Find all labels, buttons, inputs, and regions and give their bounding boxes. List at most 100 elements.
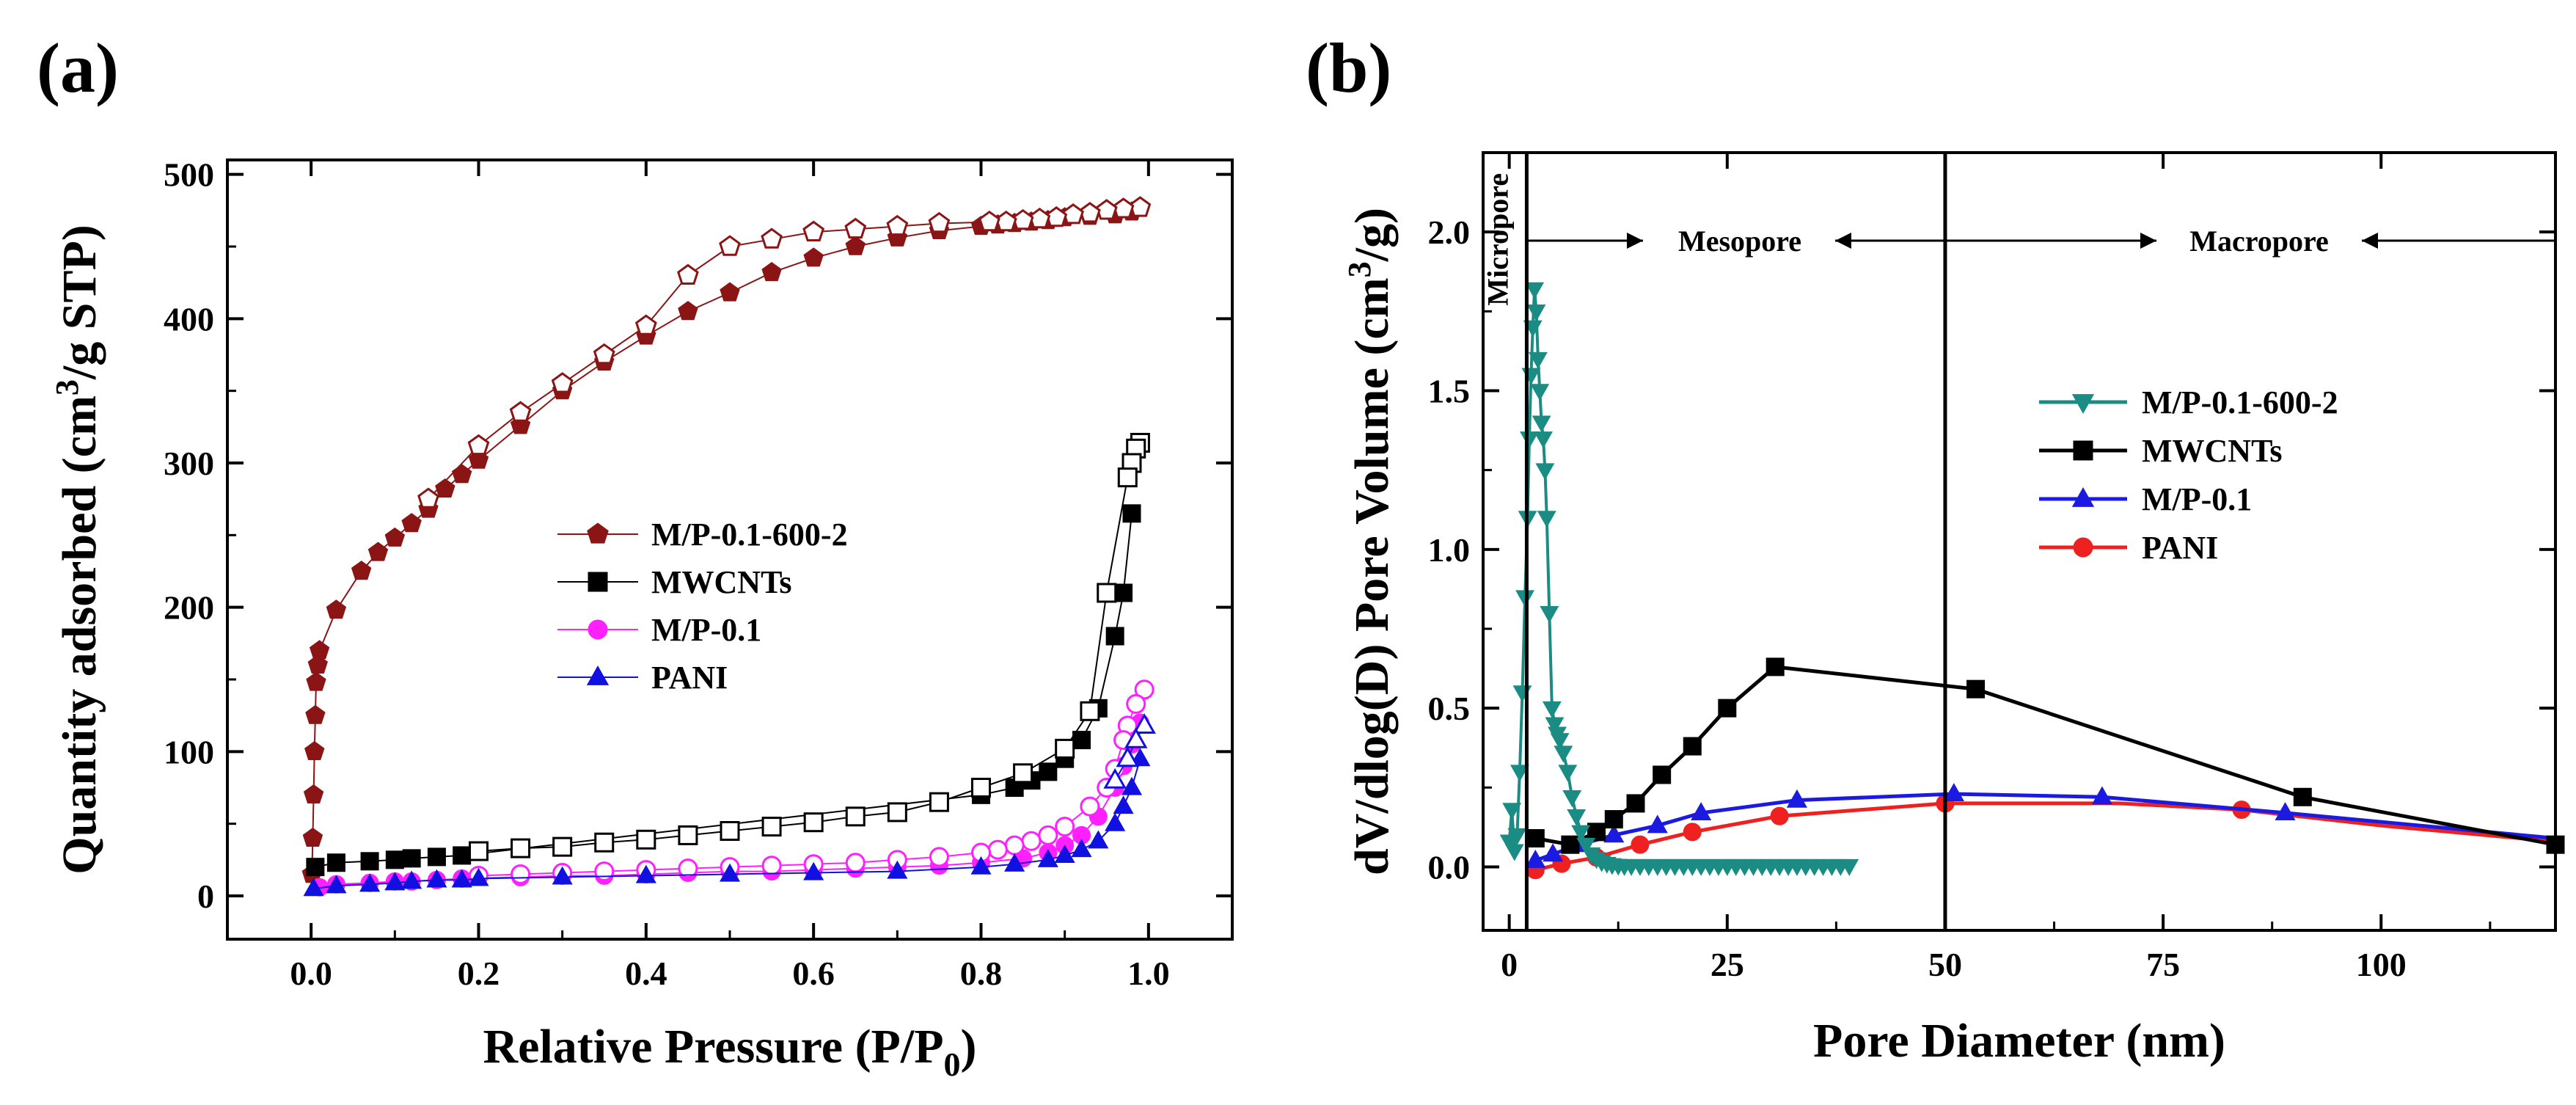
a-desorption-point-1 [1055, 738, 1075, 759]
a-desorption-point-0 [1112, 197, 1135, 219]
a-desorption-point-0 [719, 235, 741, 256]
a-adsorption-point-3 [359, 873, 381, 892]
b-point-1 [1626, 794, 1645, 813]
b-point-0 [1528, 351, 1548, 369]
a-desorption-point-0 [1062, 203, 1084, 225]
b-point-0 [1526, 304, 1546, 321]
a-desorption-point-1 [594, 832, 615, 853]
a-adsorption-point-3 [552, 866, 573, 885]
a-desorption-point-2 [1038, 825, 1058, 845]
b-point-0 [1554, 745, 1573, 763]
b-legend-label: M/P-0.1 [2142, 481, 2252, 517]
b-point-0 [1571, 825, 1591, 842]
a-adsorption-point-3 [401, 870, 422, 889]
b-point-0 [1510, 765, 1529, 782]
a-desorption-point-0 [634, 314, 657, 335]
a-desorption-point-1 [636, 829, 656, 850]
a-ytick-label: 300 [164, 445, 214, 482]
panel-b-annotations: Mesopore Macropore Micropore [1481, 153, 2555, 930]
b-ytick-label: 1.0 [1428, 531, 1471, 569]
a-desorption-point-1 [1097, 583, 1117, 603]
b-legend-marker [2071, 394, 2095, 414]
b-point-0 [1502, 803, 1522, 820]
b-meso-arrow-right-head [1627, 233, 1643, 249]
a-adsorption-point-3 [303, 878, 324, 897]
a-desorption-point-0 [844, 217, 867, 239]
b-region-macro: Macropore [2189, 225, 2329, 258]
a-adsorption-point-1 [427, 847, 446, 867]
a-xtick-label: 1.0 [1127, 955, 1170, 992]
a-desorption-point-0 [761, 227, 783, 249]
b-xtick-label: 75 [2146, 946, 2180, 983]
a-adsorption-point-3 [326, 875, 347, 894]
a-desorption-point-2 [678, 858, 698, 879]
b-point-0 [1534, 431, 1553, 449]
a-desorption-point-2 [1134, 679, 1155, 700]
a-xtick-label: 0.6 [792, 955, 835, 992]
a-desorption-point-3 [1124, 727, 1148, 748]
b-point-2 [1543, 843, 1564, 862]
a-legend-label: MWCNTs [651, 564, 792, 600]
a-desorption-point-2 [511, 864, 531, 884]
b-point-0 [1504, 844, 1524, 861]
b-point-3 [1683, 823, 1702, 842]
a-desorption-point-1 [552, 836, 573, 857]
panel-a-chart: 0.0 0.2 0.4 0.6 0.8 1.0 0 100 200 300 400 500 Relat… [49, 156, 1234, 1083]
a-desorption-point-2 [1055, 817, 1075, 837]
a-adsorption-point-0 [384, 527, 406, 547]
panel-b-label: (b) [1306, 29, 1391, 107]
b-ytick-label: 0.0 [1428, 848, 1471, 886]
panel-a-ylabel: Quantity adsorbed (cm3/g STP) [49, 225, 106, 875]
a-adsorption-point-3 [719, 863, 741, 882]
a-desorption-point-1 [845, 806, 866, 827]
panel-a-label: (a) [37, 29, 119, 107]
b-legend-marker [2071, 487, 2095, 507]
a-adsorption-point-3 [1105, 812, 1126, 831]
a-adsorption-point-0 [351, 561, 372, 580]
panel-a-series [301, 196, 1156, 897]
a-desorption-point-0 [551, 372, 574, 393]
a-adsorption-point-0 [678, 301, 698, 321]
panel-b-xlabel: Pore Diameter (nm) [1813, 1014, 2225, 1068]
b-point-2 [2275, 802, 2296, 821]
b-point-3 [1770, 806, 1789, 825]
a-desorption-point-2 [1004, 835, 1025, 856]
b-macro-arrow-left-head [2362, 233, 2378, 249]
a-adsorption-point-0 [451, 464, 472, 484]
panel-b-series [1499, 282, 2565, 880]
a-desorption-point-2 [594, 861, 615, 882]
a-desorption-point-1 [1080, 701, 1100, 721]
a-desorption-point-2 [1080, 796, 1100, 817]
b-point-2 [1943, 783, 1964, 802]
a-desorption-point-1 [761, 817, 782, 837]
a-legend-marker [588, 619, 608, 640]
b-legend-marker [2073, 440, 2093, 461]
b-point-0 [1537, 511, 1556, 528]
a-desorption-point-3 [1103, 767, 1127, 789]
b-region-meso: Mesopore [1678, 225, 1801, 258]
b-point-0 [1532, 415, 1551, 433]
b-legend-marker [2073, 537, 2093, 558]
b-ytick-label: 2.0 [1428, 214, 1471, 251]
a-adsorption-point-0 [306, 671, 326, 691]
a-desorption-point-2 [929, 847, 949, 867]
a-xtick-label: 0.4 [625, 955, 667, 992]
panel-a-legend: M/P-0.1-600-2 MWCNTs M/P-0.1 PANI [557, 517, 848, 696]
b-point-1 [1683, 737, 1702, 756]
a-adsorption-point-3 [635, 864, 656, 883]
a-legend-marker [586, 665, 610, 685]
b-legend-label: PANI [2142, 530, 2218, 566]
b-point-1 [1653, 765, 1672, 784]
a-adsorption-point-1 [1105, 627, 1124, 646]
a-ytick-label: 100 [164, 733, 214, 770]
panel-b-ticks: 0 25 50 75 100 0.0 0.5 1.0 1.5 2.0 [1428, 153, 2555, 983]
a-desorption-point-1 [1117, 467, 1138, 488]
a-adsorption-point-3 [451, 869, 472, 888]
b-point-0 [1562, 789, 1582, 807]
b-point-3 [1631, 835, 1650, 854]
a-desorption-point-0 [593, 343, 615, 365]
b-point-1 [2293, 787, 2312, 806]
a-adsorption-point-3 [384, 872, 406, 891]
a-adsorption-point-1 [326, 853, 345, 872]
a-adsorption-point-3 [970, 856, 992, 875]
